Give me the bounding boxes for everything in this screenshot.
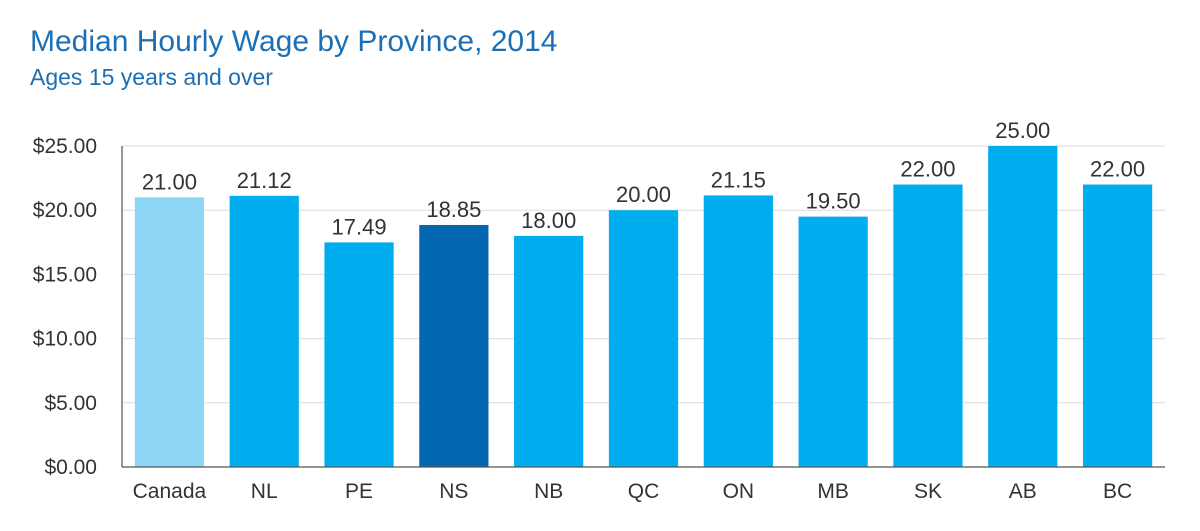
data-label: 25.00 (995, 118, 1050, 143)
data-label: 20.00 (616, 182, 671, 207)
bar-ns (419, 224, 489, 467)
data-label: 22.00 (900, 157, 955, 182)
bar-qc (608, 210, 679, 467)
x-tick-label: BC (1103, 480, 1132, 503)
bar-canada (134, 197, 205, 468)
x-tick-label: ON (723, 480, 755, 503)
bar-ab (988, 146, 1058, 467)
x-tick-label: PE (345, 480, 373, 503)
x-tick-label: MB (817, 480, 849, 503)
y-tick-label: $10.00 (33, 328, 97, 351)
bar-pe (324, 242, 394, 467)
x-tick-label: AB (1009, 480, 1037, 503)
data-label: 22.00 (1090, 157, 1145, 182)
data-label: 21.15 (711, 167, 766, 192)
bar-mb (798, 216, 868, 467)
data-label: 18.00 (521, 208, 576, 233)
y-tick-label: $5.00 (44, 392, 97, 415)
bar-on (703, 195, 773, 467)
data-label: 21.00 (142, 169, 197, 194)
y-tick-labels: $0.00 $5.00 $10.00 $15.00 $20.00 $25.00 (33, 135, 97, 479)
data-label: 18.85 (426, 197, 481, 222)
bars (134, 146, 1153, 468)
y-tick-label: $20.00 (33, 199, 97, 222)
x-tick-label: Canada (133, 480, 207, 503)
x-tick-label: SK (914, 480, 942, 503)
x-tick-label: NB (534, 480, 563, 503)
axes (121, 146, 1165, 468)
data-label: 19.50 (806, 189, 861, 214)
bar-nb (514, 235, 584, 467)
chart-title: Median Hourly Wage by Province, 2014 (30, 25, 558, 58)
data-label: 21.12 (237, 168, 292, 193)
bar-nl (229, 195, 299, 467)
x-tick-labels: Canada NL PE NS NB QC ON MB SK AB BC (133, 480, 1133, 503)
bar-bc (1082, 184, 1153, 467)
x-tick-label: QC (628, 480, 660, 503)
y-tick-label: $25.00 (33, 135, 97, 158)
data-labels: 21.00 21.12 17.49 18.85 18.00 20.00 21.15 19.50… (142, 118, 1145, 239)
x-tick-label: NL (251, 480, 278, 503)
data-label: 17.49 (332, 214, 387, 239)
chart-subtitle: Ages 15 years and over (30, 64, 273, 90)
bar-sk (893, 184, 963, 467)
x-tick-label: NS (439, 480, 468, 503)
y-tick-label: $0.00 (44, 456, 97, 479)
y-tick-label: $15.00 (33, 263, 97, 286)
